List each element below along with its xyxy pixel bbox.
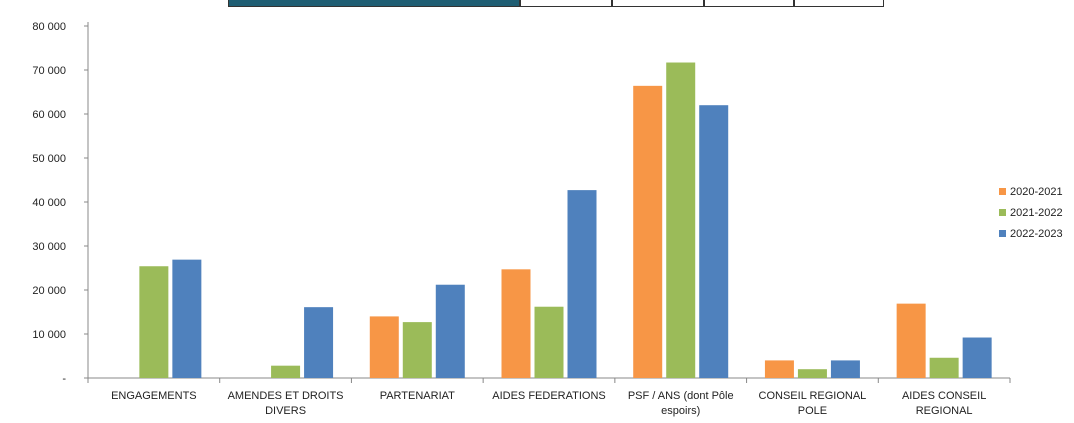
- bar-2021-2022-4: [666, 62, 696, 379]
- legend: 2020-2021 2021-2022 2022-2023: [999, 186, 1063, 240]
- bar-2021-2022-6: [929, 357, 959, 378]
- legend-label: 2022-2023: [1010, 228, 1063, 240]
- x-axis: ENGAGEMENTS AMENDES ET DROITS DIVERS PARTEN…: [87, 377, 1011, 417]
- bar-2020-2021-4: [633, 85, 663, 378]
- bar-2022-2023-5: [830, 360, 860, 378]
- header-table-cell: [794, 0, 884, 7]
- bar-2021-2022-0: [139, 266, 169, 378]
- legend-swatch: [999, 230, 1006, 237]
- legend-swatch: [999, 188, 1006, 195]
- y-tick-label: 70 000: [32, 65, 66, 77]
- bar-2021-2022-2: [402, 322, 432, 378]
- bar-2022-2023-1: [304, 307, 334, 378]
- x-tick-label: AIDES FEDERATIONS: [492, 390, 605, 402]
- bars: [139, 62, 992, 379]
- x-tick-label: POLE: [798, 405, 827, 417]
- bar-2022-2023-3: [567, 190, 597, 378]
- x-tick-label: REGIONAL: [916, 405, 973, 417]
- y-tick-label: 50 000: [32, 153, 66, 165]
- header-table-cell: [612, 0, 704, 7]
- bar-2022-2023-6: [962, 337, 992, 378]
- y-tick-label: 10 000: [32, 329, 66, 341]
- bar-2022-2023-0: [172, 259, 202, 378]
- y-tick-label: -: [62, 373, 66, 385]
- header-table-strip: [228, 0, 884, 8]
- x-tick-label: PSF / ANS (dont Pôle: [628, 390, 734, 402]
- y-tick-label: 30 000: [32, 241, 66, 253]
- x-tick-label: CONSEIL REGIONAL: [759, 390, 867, 402]
- y-tick-label: 20 000: [32, 285, 66, 297]
- bar-2020-2021-3: [501, 269, 531, 378]
- x-tick-label: AMENDES ET DROITS: [228, 390, 344, 402]
- x-tick-label: DIVERS: [265, 405, 306, 417]
- legend-label: 2020-2021: [1010, 186, 1063, 198]
- header-table-cell: [520, 0, 612, 7]
- bar-2021-2022-5: [797, 369, 827, 378]
- x-tick-label: ENGAGEMENTS: [111, 390, 197, 402]
- bar-2021-2022-1: [271, 365, 301, 378]
- legend-swatch: [999, 209, 1006, 216]
- x-tick-label: espoirs): [661, 405, 700, 417]
- bar-2020-2021-2: [369, 316, 399, 378]
- header-table-cell: [228, 0, 520, 7]
- bar-2021-2022-3: [534, 306, 564, 378]
- x-tick-label: AIDES CONSEIL: [902, 390, 986, 402]
- y-tick-label: 40 000: [32, 197, 66, 209]
- y-tick-label: 60 000: [32, 109, 66, 121]
- legend-label: 2021-2022: [1010, 207, 1063, 219]
- bar-2022-2023-4: [699, 105, 729, 378]
- header-table-cell: [704, 0, 794, 7]
- y-axis: - 10 000 20 000 30 000 40 000 50 000 60 000 70 …: [32, 21, 89, 385]
- bar-2020-2021-6: [896, 303, 926, 378]
- y-tick-label: 80 000: [32, 21, 66, 33]
- bar-2020-2021-5: [764, 360, 794, 378]
- bar-2022-2023-2: [435, 284, 465, 378]
- x-tick-label: PARTENARIAT: [380, 390, 455, 402]
